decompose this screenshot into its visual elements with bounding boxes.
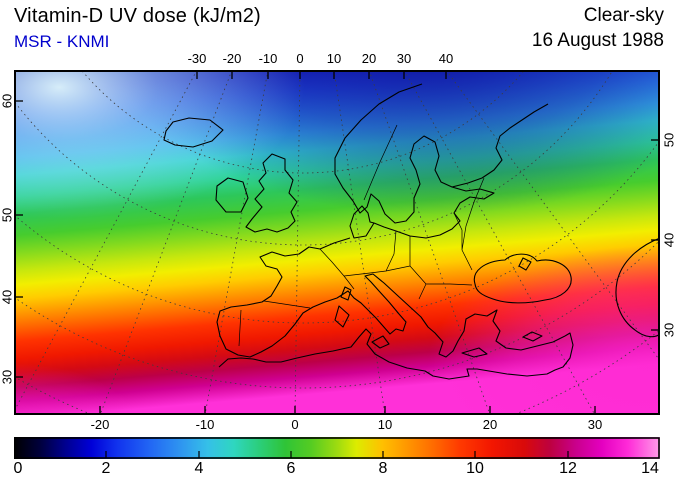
- coastline-baltic-south: [373, 186, 495, 239]
- lat-tick-label-left: 50: [0, 207, 15, 223]
- colorbar-tick-label: 6: [286, 460, 296, 477]
- axis-ticks: [16, 72, 658, 413]
- meridian-10: [333, 70, 386, 415]
- colorbar-tick-label: 10: [466, 460, 484, 477]
- graticule: [14, 70, 660, 415]
- lon-tick-label-top: 0: [296, 51, 304, 66]
- lat-tick-label-left: 30: [0, 369, 15, 385]
- lat-tick-label-left: 40: [0, 289, 15, 305]
- coastline-continental-europe: [216, 237, 566, 358]
- coastline-crimea: [518, 257, 532, 271]
- figure-title: Vitamin-D UV dose (kJ/m2): [14, 5, 261, 27]
- meridian-20: [368, 70, 491, 415]
- header-right-block: Clear-sky 16 August 1988: [404, 3, 664, 53]
- meridian--10: [204, 70, 269, 415]
- lon-tick-label-top: -10: [258, 51, 278, 66]
- coastline-north-africa-levant: [218, 328, 574, 380]
- colorbar-tick-label: 4: [194, 460, 204, 477]
- coastline-jutland: [349, 205, 375, 239]
- coastline-ireland: [215, 177, 249, 213]
- lon-tick-label-top: 40: [438, 51, 454, 66]
- latitude-circle-50: [14, 139, 660, 324]
- meridian-40: [445, 70, 660, 362]
- colorbar-tick-label: 14: [641, 460, 659, 477]
- colorbar-svg: [14, 437, 660, 459]
- uv-dose-map: [14, 70, 660, 415]
- lon-tick-label-top: -30: [187, 51, 207, 66]
- sky-condition-label: Clear-sky: [583, 5, 664, 26]
- coastline-crete: [461, 347, 488, 358]
- coastline-britain: [245, 153, 298, 233]
- date-label: 16 August 1988: [531, 30, 664, 51]
- lat-tick-label-right: 50: [661, 132, 677, 148]
- latitude-circle-70: [80, 70, 526, 174]
- colorbar-tick-label: 8: [378, 460, 388, 477]
- lon-tick-label-bottom: -20: [90, 417, 110, 432]
- map-panel: [14, 70, 660, 415]
- colorbar-frame: [14, 437, 660, 459]
- lon-tick-label-bottom: 30: [587, 417, 603, 432]
- lon-tick-label-bottom: 10: [377, 417, 393, 432]
- coastline-corsica: [340, 286, 352, 301]
- lon-tick-label-top: 10: [326, 51, 342, 66]
- lon-tick-label-top: -20: [222, 51, 242, 66]
- meridian-30: [403, 70, 596, 415]
- colorbar-tick-label: 12: [559, 460, 577, 477]
- coastlines: [163, 83, 660, 380]
- map-frame: [14, 70, 660, 415]
- lon-tick-label-bottom: 0: [291, 417, 299, 432]
- colorbar-ticks: [105, 451, 569, 458]
- coastline-black-sea: [473, 253, 572, 304]
- colorbar-gradient: [14, 437, 660, 459]
- colorbar-tick-label: 2: [101, 460, 111, 477]
- coastline-sardinia: [334, 305, 350, 328]
- coastline-scandinavia: [334, 83, 549, 224]
- meridian--30: [14, 70, 198, 413]
- lon-tick-label-top: 30: [396, 51, 412, 66]
- coastline-cyprus: [522, 331, 543, 342]
- lat-tick-label-right: 40: [661, 232, 677, 248]
- lat-tick-label-right: 30: [661, 322, 677, 338]
- coastline-caspian: [615, 237, 660, 338]
- coastline-iceland: [163, 117, 224, 148]
- data-source-label: MSR - KNMI: [14, 32, 110, 51]
- lat-tick-label-left: 60: [0, 93, 15, 109]
- coastline-sicily: [371, 335, 390, 349]
- colorbar: [14, 437, 660, 459]
- inland-country-borders: [238, 124, 485, 347]
- lon-tick-label-top: 20: [361, 51, 377, 66]
- lon-tick-label-bottom: 20: [482, 417, 498, 432]
- lon-tick-label-bottom: -10: [195, 417, 215, 432]
- colorbar-tick-label: 0: [13, 460, 23, 477]
